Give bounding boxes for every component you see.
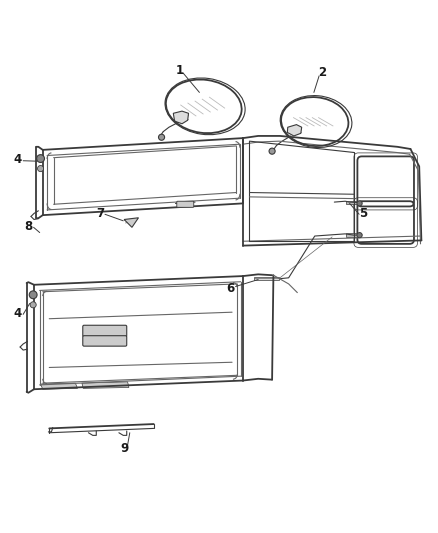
Text: 5: 5 — [359, 207, 367, 220]
Polygon shape — [346, 201, 358, 204]
Polygon shape — [82, 382, 129, 389]
Text: 4: 4 — [14, 154, 22, 166]
Circle shape — [159, 134, 165, 140]
Polygon shape — [173, 111, 188, 124]
Circle shape — [38, 166, 44, 172]
Circle shape — [37, 155, 45, 163]
Text: 1: 1 — [176, 64, 184, 77]
FancyBboxPatch shape — [83, 325, 127, 336]
Text: 9: 9 — [120, 442, 128, 455]
Text: 2: 2 — [318, 66, 327, 79]
Polygon shape — [124, 218, 138, 228]
Text: 6: 6 — [226, 282, 234, 295]
Text: 8: 8 — [24, 220, 32, 233]
Text: 4: 4 — [14, 307, 22, 320]
Polygon shape — [346, 233, 358, 237]
FancyBboxPatch shape — [83, 336, 127, 346]
Circle shape — [269, 148, 275, 154]
Circle shape — [357, 201, 362, 206]
Polygon shape — [287, 125, 302, 136]
Polygon shape — [41, 383, 78, 389]
Text: 7: 7 — [96, 207, 105, 220]
Circle shape — [357, 232, 362, 238]
FancyBboxPatch shape — [254, 277, 279, 280]
Circle shape — [30, 302, 36, 308]
Circle shape — [29, 291, 37, 298]
FancyBboxPatch shape — [177, 201, 194, 207]
